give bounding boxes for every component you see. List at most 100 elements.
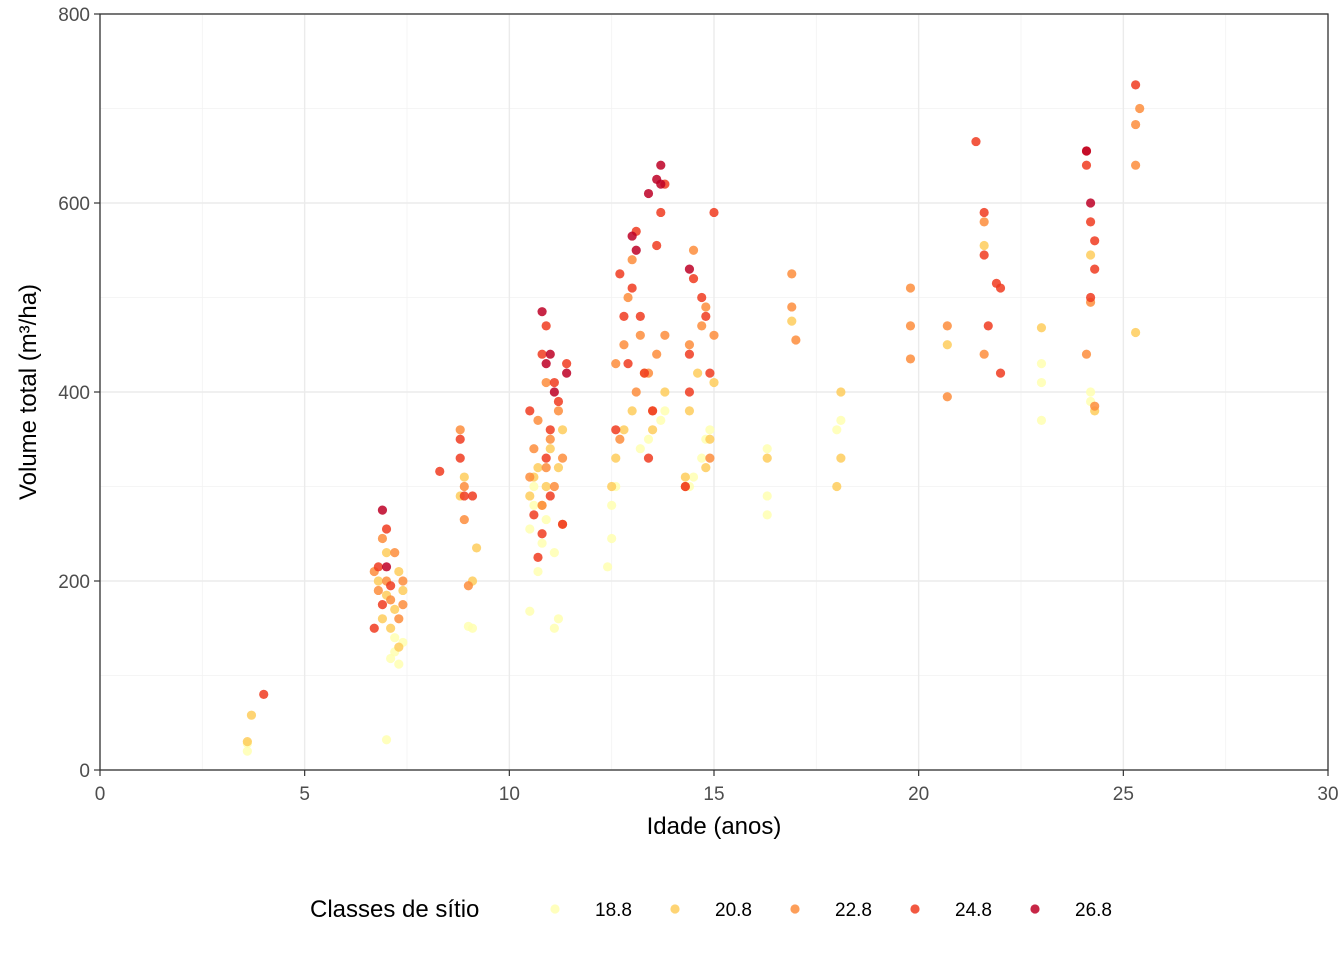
data-point	[377, 533, 388, 544]
data-point	[602, 562, 613, 572]
data-point	[1131, 327, 1141, 338]
data-point	[545, 444, 555, 454]
data-point	[459, 481, 469, 492]
data-point	[684, 387, 695, 397]
data-point	[557, 425, 568, 435]
data-point	[533, 552, 543, 562]
legend: Classes de sítio 18.8 20.8 22.8 24.8 26.8	[310, 896, 1112, 923]
y-tick-label: 0	[79, 761, 90, 782]
data-point	[398, 576, 408, 586]
data-point	[1036, 359, 1047, 369]
data-point	[1036, 415, 1047, 425]
legend-key	[670, 904, 680, 914]
data-point	[537, 349, 547, 359]
data-point	[709, 377, 719, 388]
data-point	[398, 600, 408, 610]
data-point	[643, 434, 654, 444]
data-point	[1131, 80, 1141, 90]
legend-label: 18.8	[595, 900, 632, 921]
data-point	[471, 543, 482, 553]
data-point	[1090, 264, 1100, 274]
data-point	[705, 425, 715, 435]
data-point	[545, 434, 555, 444]
y-tick-label: 200	[58, 572, 90, 593]
data-point	[562, 368, 572, 378]
legend-title: Classes de sítio	[310, 896, 479, 923]
data-point	[455, 453, 465, 463]
data-point	[557, 519, 568, 529]
x-tick-label: 25	[1113, 784, 1134, 805]
data-point	[684, 349, 695, 359]
data-point	[762, 510, 772, 520]
data-point	[525, 472, 535, 482]
data-point	[660, 387, 670, 397]
data-point	[684, 264, 695, 274]
x-tick-label: 30	[1317, 784, 1338, 805]
data-point	[1090, 401, 1100, 411]
data-point	[648, 406, 658, 416]
x-tick-label: 0	[95, 784, 106, 805]
data-point	[652, 349, 662, 359]
data-point	[549, 548, 559, 558]
data-point	[1085, 387, 1096, 397]
data-point	[386, 653, 396, 664]
data-point	[549, 481, 559, 492]
data-point	[656, 415, 666, 425]
data-point	[705, 453, 715, 463]
data-point	[979, 349, 989, 359]
data-point	[643, 453, 654, 463]
data-point	[836, 415, 846, 425]
data-point	[525, 524, 535, 534]
data-point	[373, 585, 383, 596]
data-point	[905, 354, 916, 364]
data-point	[905, 283, 916, 293]
data-point	[627, 231, 637, 241]
data-point	[787, 302, 797, 312]
data-point	[390, 633, 400, 643]
data-point	[369, 623, 379, 633]
data-point	[381, 735, 392, 745]
data-point	[1081, 160, 1092, 170]
data-point	[541, 463, 551, 473]
x-axis-title: Idade (anos)	[647, 813, 782, 840]
data-point	[394, 642, 404, 652]
data-point	[545, 425, 555, 435]
data-point	[705, 434, 715, 444]
data-point	[942, 340, 952, 350]
data-point	[390, 548, 400, 558]
data-point	[541, 359, 551, 369]
data-point	[635, 444, 645, 454]
data-point	[537, 529, 547, 539]
data-point	[697, 453, 707, 463]
data-point	[627, 283, 637, 293]
data-point	[971, 136, 981, 147]
data-point	[623, 292, 633, 303]
data-point	[680, 472, 690, 482]
data-point	[459, 491, 469, 501]
data-point	[1131, 119, 1141, 130]
data-point	[979, 250, 989, 260]
legend-key	[790, 904, 800, 914]
data-point	[836, 453, 846, 463]
x-tick-label: 20	[908, 784, 929, 805]
data-point	[643, 188, 654, 199]
data-point	[701, 302, 711, 312]
data-point	[435, 466, 445, 476]
data-point	[377, 505, 388, 515]
data-point	[381, 562, 392, 572]
legend-key	[550, 904, 560, 914]
data-point	[381, 548, 392, 558]
legend-label: 20.8	[715, 900, 752, 921]
data-point	[394, 659, 404, 669]
data-point	[787, 316, 797, 326]
data-point	[688, 274, 699, 284]
data-point	[619, 340, 629, 350]
data-point	[541, 321, 551, 331]
data-point	[459, 472, 469, 482]
data-point	[529, 481, 539, 492]
data-point	[377, 614, 388, 624]
data-point	[386, 595, 396, 605]
data-point	[541, 453, 551, 463]
data-point	[455, 425, 465, 435]
